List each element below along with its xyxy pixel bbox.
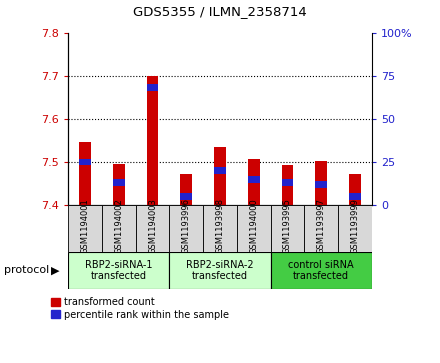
Bar	[79, 159, 91, 166]
Bar	[248, 159, 260, 205]
Bar	[169, 205, 203, 252]
Bar	[214, 147, 226, 205]
Text: GSM1193995: GSM1193995	[283, 199, 292, 254]
Bar	[68, 252, 169, 289]
Bar	[282, 165, 293, 205]
Bar	[282, 179, 293, 186]
Bar	[113, 164, 125, 205]
Text: RBP2-siRNA-2
transfected: RBP2-siRNA-2 transfected	[186, 260, 254, 281]
Bar	[349, 174, 361, 205]
Text: protocol: protocol	[4, 265, 50, 276]
Bar	[349, 193, 361, 200]
Bar	[315, 181, 327, 188]
Bar	[248, 176, 260, 183]
Text: GSM1194000: GSM1194000	[249, 199, 258, 254]
Bar	[338, 205, 372, 252]
Bar	[147, 76, 158, 205]
Bar	[271, 252, 372, 289]
Bar	[79, 142, 91, 205]
Bar	[180, 193, 192, 200]
Text: GSM1193997: GSM1193997	[317, 198, 326, 254]
Text: GSM1194002: GSM1194002	[114, 199, 123, 254]
Bar	[271, 205, 304, 252]
Bar	[68, 205, 102, 252]
Bar	[147, 85, 158, 91]
Bar	[304, 205, 338, 252]
Bar	[180, 174, 192, 205]
Text: GDS5355 / ILMN_2358714: GDS5355 / ILMN_2358714	[133, 5, 307, 19]
Bar	[214, 167, 226, 174]
Bar	[113, 179, 125, 186]
Text: GSM1193996: GSM1193996	[182, 198, 191, 254]
Bar	[203, 205, 237, 252]
Bar	[315, 161, 327, 205]
Text: RBP2-siRNA-1
transfected: RBP2-siRNA-1 transfected	[85, 260, 153, 281]
Bar	[102, 205, 136, 252]
Text: GSM1194001: GSM1194001	[81, 199, 90, 254]
Text: GSM1193999: GSM1193999	[350, 199, 359, 254]
Bar	[136, 205, 169, 252]
Text: control siRNA
transfected: control siRNA transfected	[288, 260, 354, 281]
Text: GSM1193998: GSM1193998	[216, 198, 224, 254]
Bar	[237, 205, 271, 252]
Text: GSM1194003: GSM1194003	[148, 199, 157, 254]
Legend: transformed count, percentile rank within the sample: transformed count, percentile rank withi…	[51, 297, 229, 319]
Text: ▶: ▶	[51, 265, 59, 276]
Bar	[169, 252, 271, 289]
